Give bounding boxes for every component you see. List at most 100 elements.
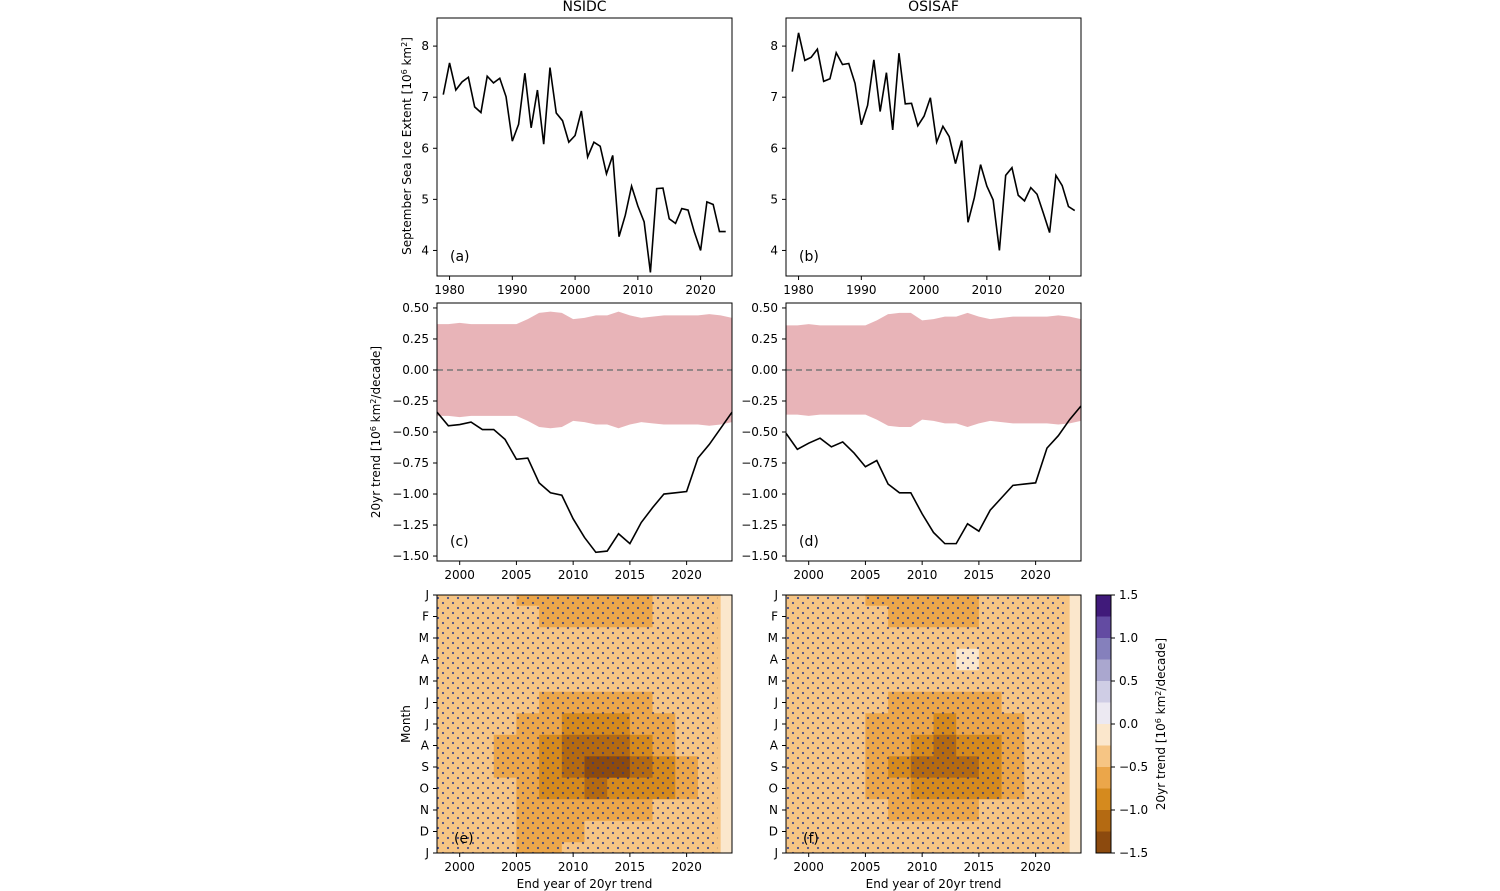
colorbar-swatch bbox=[1096, 595, 1111, 617]
x-tick-label-a: 2000 bbox=[560, 283, 591, 297]
panel-label-a: (a) bbox=[450, 249, 470, 265]
heatmap-cell-e bbox=[720, 670, 732, 693]
month-tick-label-f: M bbox=[768, 674, 778, 688]
axes-frame-b bbox=[785, 17, 1082, 277]
heatmap-cell-e bbox=[720, 627, 732, 650]
title-osisaf: OSISAF bbox=[908, 0, 959, 15]
colorbar-swatch bbox=[1096, 724, 1111, 746]
month-tick-label-e: O bbox=[420, 782, 429, 796]
x-tick-label-d: 2015 bbox=[964, 568, 995, 582]
colorbar: −1.5 −1.0 −0.5 0.0 0.5 1.0 1.5 bbox=[1095, 588, 1148, 860]
series-line-b bbox=[791, 32, 1076, 251]
month-tick-label-f: A bbox=[770, 653, 779, 667]
y-tick-label-d: 0.50 bbox=[751, 301, 778, 315]
colorbar-tick-label: 1.0 bbox=[1119, 631, 1138, 645]
heatmap-cell-f bbox=[1069, 756, 1081, 779]
panel-d: 2000 2005 2010 2015 2020 −1.50 −1.25 −1.00 −0.75… bbox=[741, 301, 1082, 582]
x-tick-label-d: 2010 bbox=[907, 568, 938, 582]
heatmap-cell-f bbox=[1069, 777, 1081, 800]
month-tick-label-e: D bbox=[420, 825, 429, 839]
heatmap-cell-f bbox=[1069, 595, 1081, 607]
month-tick-label-f: J bbox=[773, 846, 778, 860]
colorbar-swatch bbox=[1096, 616, 1111, 638]
x-tick-label-c: 2015 bbox=[615, 568, 646, 582]
ylabel-trend: 20yr trend [106 km2/decade] bbox=[369, 346, 384, 518]
colorbar-tick-label: −0.5 bbox=[1119, 760, 1148, 774]
x-tick-label-a: 2010 bbox=[623, 283, 654, 297]
month-tick-label-f: F bbox=[771, 610, 778, 624]
y-tick-label-d: −1.00 bbox=[741, 487, 778, 501]
month-tick-label-f: S bbox=[770, 760, 778, 774]
y-tick-label-d: −1.50 bbox=[741, 549, 778, 563]
y-tick-label-d: −0.50 bbox=[741, 425, 778, 439]
colorbar-swatch bbox=[1096, 831, 1111, 853]
xlabel-f: End year of 20yr trend bbox=[866, 877, 1002, 891]
colorbar-swatch bbox=[1096, 810, 1111, 832]
colorbar-swatch bbox=[1096, 745, 1111, 767]
y-tick-label-b: 7 bbox=[770, 90, 778, 104]
x-tick-label-a: 2020 bbox=[685, 283, 716, 297]
heatmap-cell-e bbox=[720, 777, 732, 800]
colorbar-swatch bbox=[1096, 702, 1111, 724]
month-tick-label-f: J bbox=[773, 717, 778, 731]
heatmap-cell-f bbox=[1069, 627, 1081, 650]
y-tick-label-a: 6 bbox=[421, 141, 429, 155]
heatmap-cell-f bbox=[1069, 691, 1081, 714]
x-tick-label-c: 2000 bbox=[444, 568, 475, 582]
colorbar-tick-label: −1.0 bbox=[1119, 803, 1148, 817]
x-tick-label-e: 2020 bbox=[671, 860, 702, 874]
panel-label-c: (c) bbox=[450, 534, 469, 550]
x-tick-label-c: 2020 bbox=[671, 568, 702, 582]
panel-b: 1980 1990 2000 2010 2020 4 5 6 7 8 (b) bbox=[770, 17, 1082, 297]
x-tick-label-e: 2005 bbox=[501, 860, 532, 874]
x-tick-label-c: 2005 bbox=[501, 568, 532, 582]
colorbar-tick-label: 0.0 bbox=[1119, 717, 1138, 731]
x-tick-label-b: 2020 bbox=[1034, 283, 1065, 297]
month-tick-label-f: N bbox=[769, 803, 778, 817]
heatmap-cell-f bbox=[1069, 734, 1081, 757]
heatmap-cell-e bbox=[720, 734, 732, 757]
month-tick-label-e: J bbox=[424, 717, 429, 731]
y-tick-label-a: 8 bbox=[421, 39, 429, 53]
month-tick-label-f: A bbox=[770, 739, 779, 753]
significance-stippling-f bbox=[786, 595, 1067, 853]
month-tick-label-e: F bbox=[422, 610, 429, 624]
heatmap-cell-e bbox=[720, 799, 732, 822]
month-tick-label-e: S bbox=[421, 760, 429, 774]
panel-label-b: (b) bbox=[799, 249, 819, 265]
month-tick-label-e: M bbox=[419, 631, 429, 645]
y-tick-label-c: −0.50 bbox=[392, 425, 429, 439]
month-tick-label-f: D bbox=[769, 825, 778, 839]
x-tick-label-a: 1990 bbox=[497, 283, 528, 297]
heatmap-cell-e bbox=[720, 820, 732, 843]
heatmap-cell-e bbox=[720, 713, 732, 736]
heatmap-cells-f bbox=[786, 595, 1081, 853]
uncertainty-band-d bbox=[786, 312, 1081, 428]
significance-stippling-e bbox=[437, 595, 718, 853]
heatmap-cell-f bbox=[1069, 820, 1081, 843]
y-tick-label-c: −1.25 bbox=[392, 518, 429, 532]
heatmap-cell-f bbox=[1069, 648, 1081, 671]
heatmap-cell-e bbox=[720, 595, 732, 607]
y-tick-label-d: −1.25 bbox=[741, 518, 778, 532]
x-tick-label-e: 2010 bbox=[558, 860, 589, 874]
y-tick-label-c: 0.25 bbox=[402, 332, 429, 346]
y-tick-label-c: 0.00 bbox=[402, 363, 429, 377]
panel-c: 2000 2005 2010 2015 2020 −1.50 −1.25 −1.00 −0.75… bbox=[392, 301, 733, 582]
x-tick-label-f: 2005 bbox=[850, 860, 881, 874]
heatmap-cell-f bbox=[1069, 842, 1081, 853]
y-tick-label-c: −0.75 bbox=[392, 456, 429, 470]
panel-label-d: (d) bbox=[799, 534, 819, 550]
heatmap-cell-e bbox=[720, 756, 732, 779]
colorbar-swatch bbox=[1096, 638, 1111, 660]
y-tick-label-d: 0.00 bbox=[751, 363, 778, 377]
colorbar-tick-label: −1.5 bbox=[1119, 846, 1148, 860]
y-tick-label-b: 4 bbox=[770, 243, 778, 257]
y-tick-label-b: 5 bbox=[770, 192, 778, 206]
month-tick-label-e: A bbox=[421, 739, 430, 753]
colorbar-label: 20yr trend [106 km2/decade] bbox=[1154, 638, 1169, 810]
x-tick-label-b: 2010 bbox=[972, 283, 1003, 297]
